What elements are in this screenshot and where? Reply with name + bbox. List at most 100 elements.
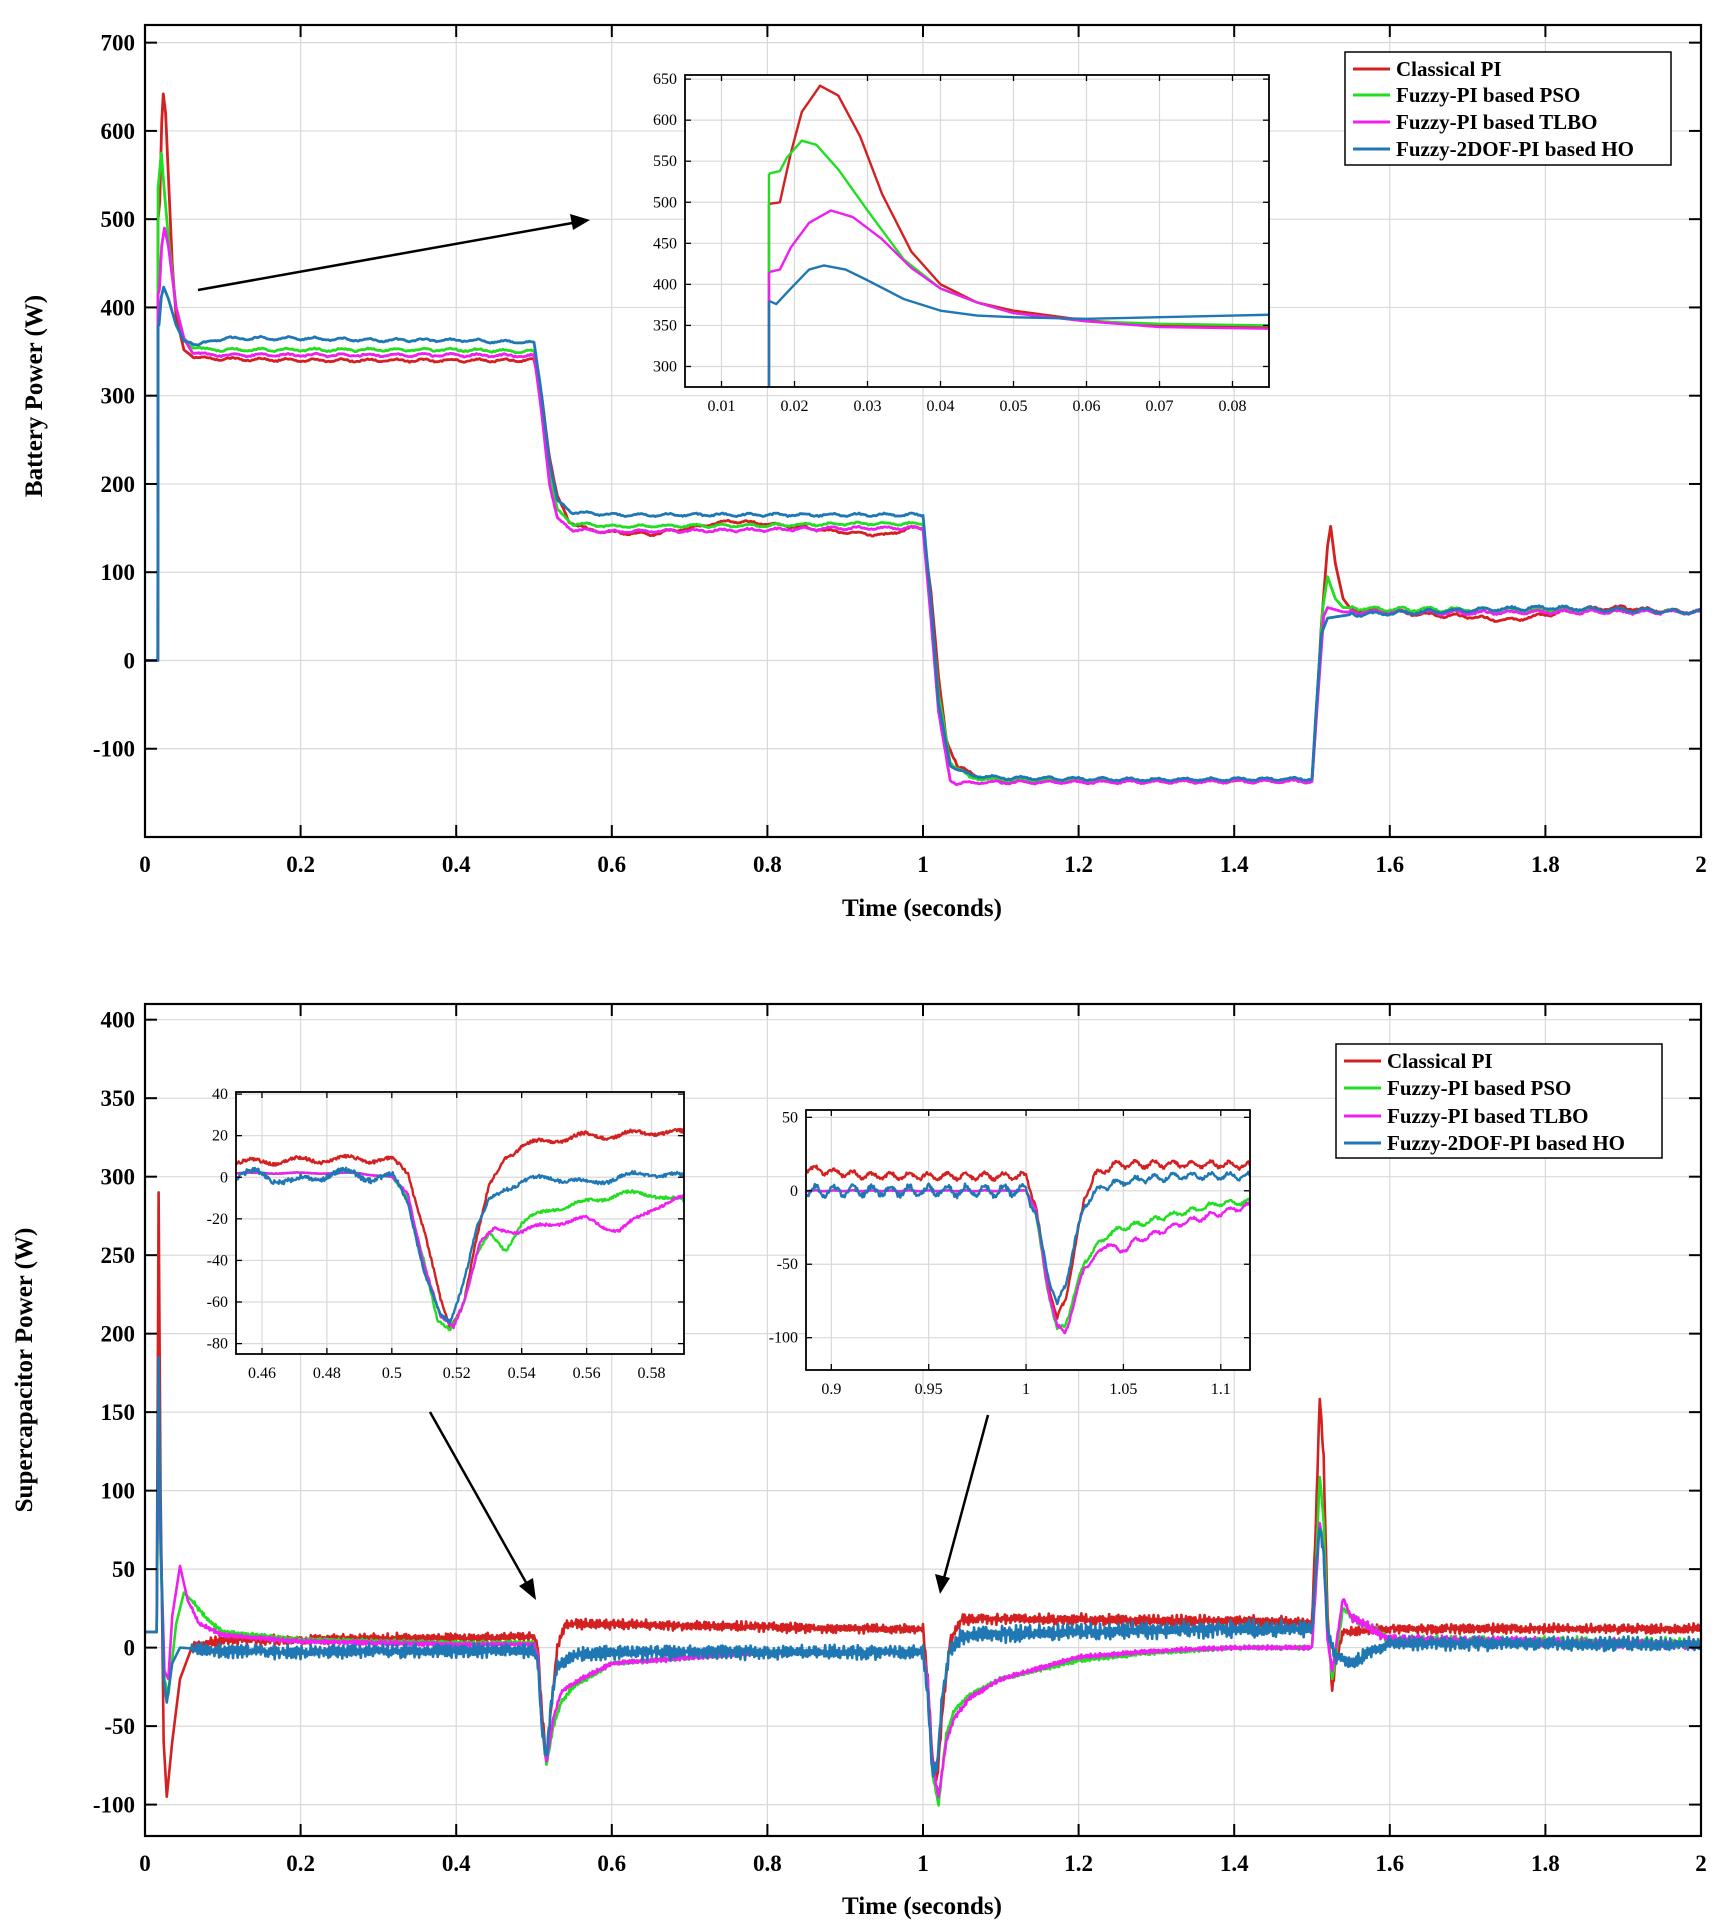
supercap-series-lines <box>145 1191 1701 1807</box>
x-tick-label: 0.48 <box>313 1365 341 1382</box>
supercap-legend-label-tlbo: Fuzzy-PI based TLBO <box>1387 1104 1588 1128</box>
y-tick-label: -40 <box>207 1252 228 1269</box>
x-tick-label: 0.9 <box>821 1381 841 1398</box>
x-tick-label: 0.52 <box>443 1365 471 1382</box>
battery-ylabel: Battery Power (W) <box>21 295 48 497</box>
series-line-tlbo <box>236 1171 684 1330</box>
y-tick-label: -100 <box>769 1330 798 1347</box>
x-tick-label: 0.8 <box>753 852 782 877</box>
y-tick-label: 50 <box>782 1109 798 1126</box>
x-tick-label: 0.4 <box>442 852 471 877</box>
battery-legend-label-tlbo: Fuzzy-PI based TLBO <box>1396 110 1597 134</box>
y-tick-label: -100 <box>93 737 135 762</box>
battery-legend: Classical PI Fuzzy-PI based PSO Fuzzy-PI… <box>1344 51 1672 166</box>
supercap-ylabel: Supercapacitor Power (W) <box>11 1228 38 1513</box>
y-tick-label: 0 <box>220 1169 228 1186</box>
supercap-inset1-ticks: 0.46 0.48 0.5 0.52 0.54 0.56 0.58 -80 -60 -40 -20 0… <box>207 1086 684 1382</box>
y-tick-label: -50 <box>104 1714 135 1739</box>
battery-inset-frame <box>684 74 1270 388</box>
x-tick-label: 2 <box>1695 1851 1707 1876</box>
supercap-zoom-arrow-left <box>428 1411 530 1587</box>
series-line-tlbo <box>145 226 1701 787</box>
supercap-inset2-area <box>806 1110 1250 1370</box>
battery-inset-grid <box>685 75 1269 387</box>
y-tick-label: 600 <box>101 119 136 144</box>
supercap-chart: 0 0.2 0.4 0.6 0.8 1 1.2 1.4 1.6 1.8 2-100-50050100… <box>11 1002 1707 1920</box>
battery-legend-box <box>1344 51 1672 166</box>
y-tick-label: 0 <box>790 1183 798 1200</box>
battery-zoom-arrow <box>197 220 579 292</box>
y-tick-label: 0 <box>124 1636 136 1661</box>
x-tick-label: 1.8 <box>1531 852 1560 877</box>
x-tick-label: 1.4 <box>1220 852 1249 877</box>
y-tick-label: -80 <box>207 1336 228 1353</box>
supercap-zoom-arrow-right <box>942 1414 990 1579</box>
x-tick-label: 0.05 <box>1000 398 1028 415</box>
supercap-legend: Classical PI Fuzzy-PI based PSO Fuzzy-PI… <box>1335 1043 1663 1159</box>
y-tick-label: 50 <box>112 1557 135 1582</box>
series-line-classical_pi <box>806 1158 1250 1320</box>
y-tick-label: 650 <box>653 71 677 88</box>
x-tick-label: 0.5 <box>382 1365 402 1382</box>
battery-inset-series-lines <box>767 84 1269 387</box>
y-tick-label: 700 <box>101 31 136 56</box>
supercap-zoom-arrowhead-right <box>935 1574 950 1594</box>
x-tick-label: 0.08 <box>1219 398 1247 415</box>
x-tick-label: 1.05 <box>1109 1381 1137 1398</box>
x-tick-label: 0.01 <box>708 398 736 415</box>
y-tick-label: 300 <box>101 384 136 409</box>
x-tick-label: 1.2 <box>1064 1851 1093 1876</box>
y-tick-label: 550 <box>653 153 677 170</box>
x-tick-label: 0.4 <box>442 1851 471 1876</box>
supercap-inset2-series-lines <box>806 1158 1250 1335</box>
x-tick-label: 0.54 <box>508 1365 536 1382</box>
y-tick-label: 300 <box>101 1165 136 1190</box>
y-tick-label: 300 <box>653 358 677 375</box>
x-tick-label: 1.6 <box>1375 1851 1404 1876</box>
supercap-zoom-arrowhead-left <box>519 1578 536 1600</box>
x-tick-label: 1.8 <box>1531 1851 1560 1876</box>
battery-legend-label-pso: Fuzzy-PI based PSO <box>1396 83 1580 107</box>
x-tick-label: 0.03 <box>854 398 882 415</box>
battery-chart: 0 0.2 0.4 0.6 0.8 1 1.2 1.4 1.6 1.8 2 -100 0 100 200 30… <box>21 23 1707 922</box>
x-tick-label: 1.4 <box>1220 1851 1249 1876</box>
supercap-legend-label-pso: Fuzzy-PI based PSO <box>1387 1076 1571 1100</box>
battery-axis-ticks: 0 0.2 0.4 0.6 0.8 1 1.2 1.4 1.6 1.8 2 -100 0 100 200 30… <box>93 25 1707 877</box>
supercap-xlabel: Time (seconds) <box>842 1893 1002 1920</box>
y-tick-label: 400 <box>101 295 136 320</box>
x-tick-label: 1.2 <box>1064 852 1093 877</box>
x-tick-label: 0.56 <box>573 1365 601 1382</box>
y-tick-label: -50 <box>777 1256 798 1273</box>
x-tick-label: 0.8 <box>753 1851 782 1876</box>
battery-legend-label-classical-pi: Classical PI <box>1396 57 1502 81</box>
x-tick-label: 0.46 <box>248 1365 276 1382</box>
x-tick-label: 1 <box>917 1851 929 1876</box>
y-tick-label: 400 <box>101 1008 136 1033</box>
y-tick-label: 150 <box>101 1400 136 1425</box>
supercap-inset2-grid <box>806 1110 1250 1370</box>
y-tick-label: 0 <box>124 648 136 673</box>
battery-zoom-arrowhead <box>570 214 590 230</box>
x-tick-label: 1.6 <box>1375 852 1404 877</box>
y-tick-label: 40 <box>212 1086 228 1103</box>
supercap-axis-ticks: 0 0.2 0.4 0.6 0.8 1 1.2 1.4 1.6 1.8 2-100-50050100… <box>93 1004 1707 1876</box>
x-tick-label: 0.02 <box>781 398 809 415</box>
x-tick-label: 0.06 <box>1073 398 1101 415</box>
x-tick-label: 0.07 <box>1146 398 1174 415</box>
series-line-ho <box>236 1166 684 1325</box>
battery-legend-label-ho: Fuzzy-2DOF-PI based HO <box>1396 137 1634 161</box>
y-tick-label: 100 <box>101 1479 136 1504</box>
x-tick-label: 0 <box>139 852 151 877</box>
supercap-inset1-grid <box>236 1092 684 1354</box>
battery-series-lines <box>145 92 1701 787</box>
series-line-pso <box>145 151 1701 784</box>
supercap-inset2-ticks: 0.9 0.95 1 1.05 1.1 -100 -50 0 50 <box>769 1109 1250 1398</box>
y-tick-label: 250 <box>101 1243 136 1268</box>
y-tick-label: 600 <box>653 112 677 129</box>
x-tick-label: 1.1 <box>1211 1381 1231 1398</box>
y-tick-label: -20 <box>207 1211 228 1228</box>
battery-xlabel: Time (seconds) <box>842 895 1002 922</box>
y-tick-label: 350 <box>101 1086 136 1111</box>
y-tick-label: 350 <box>653 317 677 334</box>
series-line-ho <box>145 1355 1701 1778</box>
